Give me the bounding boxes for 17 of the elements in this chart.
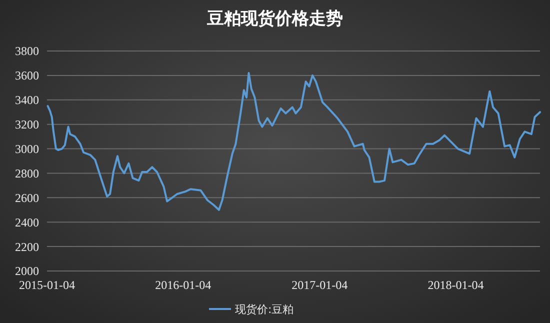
y-tick-label: 2800 [15,166,39,180]
line-series [46,72,541,211]
x-tick-label: 2017-01-04 [292,278,348,292]
y-tick-label: 3600 [15,68,39,83]
y-tick-label: 2200 [15,240,39,254]
y-tick-label: 3400 [15,93,39,108]
legend-label: 现货价:豆粕 [235,302,294,316]
x-tick-label: 2016-01-04 [155,278,212,292]
chart-title: 豆粕现货价格走势 [206,9,343,29]
y-tick-label: 2600 [15,190,39,205]
y-tick-label: 3000 [15,142,39,156]
y-tick-label: 2400 [15,215,39,230]
y-tick-label: 2000 [15,264,39,278]
x-tick-label: 2015-01-04 [19,278,75,292]
x-tick-label: 2018-01-04 [428,278,484,292]
y-tick-label: 3800 [15,44,39,58]
y-tick-label: 3200 [15,118,39,132]
